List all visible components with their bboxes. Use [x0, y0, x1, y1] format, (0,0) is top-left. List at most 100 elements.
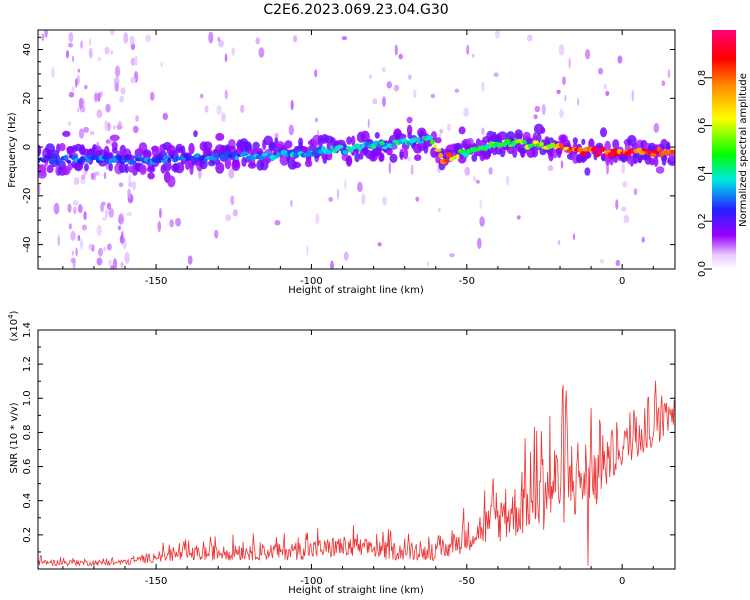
spectrogram-halo [403, 148, 409, 160]
spectrogram-speckle [117, 225, 121, 231]
spectrogram-ridge-cell [558, 143, 564, 148]
spectrogram-ridge-cell [598, 151, 602, 155]
spectrogram-speckle [68, 32, 74, 43]
spectrogram-speckle [623, 214, 630, 224]
spectrogram-speckle [225, 214, 232, 222]
snr-panel: -150 -100 -50 0 0.2 0.4 0.6 0.8 1.0 1.2 1.4 Heigh… [7, 310, 676, 596]
spectrogram-ridge-cell [610, 148, 618, 154]
spectrogram-halo [354, 152, 360, 163]
spectrogram-speckle [495, 30, 500, 39]
spectrogram-speckle [382, 96, 386, 107]
spectrogram-y-label: Frequency (Hz) [7, 112, 18, 188]
spectrogram-ridge-cell [590, 146, 599, 153]
spectrogram-frame [37, 29, 676, 270]
spectrogram-ridge-cell [650, 152, 657, 158]
spectrogram-speckle [572, 233, 576, 241]
spectrogram-ridge-cell [336, 144, 344, 149]
spectrogram-speckle [157, 221, 162, 233]
spectrogram-ridge-cell [641, 148, 649, 152]
spectrogram-speckle [217, 36, 221, 42]
spectrogram-ridge-cell [258, 155, 265, 160]
spectrogram-ridge-cell [539, 141, 544, 147]
spectrogram-ridge-cell [433, 144, 437, 148]
spectrogram-ridge-cell [51, 153, 59, 160]
spectrogram-speckle [479, 216, 485, 227]
spectrogram-speckle [84, 84, 88, 90]
spectrogram-ridge-cell [434, 148, 442, 152]
spectrogram-ridge-cell [504, 138, 511, 145]
spectrogram-speckle [449, 253, 455, 258]
spectrogram-speckle [641, 236, 645, 243]
spectrogram-speckle [381, 66, 386, 73]
spectrogram-halo [304, 159, 313, 168]
spectrogram-halo [188, 142, 195, 155]
spectrogram-halo [46, 164, 54, 174]
spectrogram-speckle [408, 74, 412, 80]
spectrogram-ridge-cell [123, 154, 132, 160]
spectrogram-speckle [96, 224, 103, 237]
spectrogram-speckle [118, 182, 124, 188]
spectrogram-speckle [71, 86, 75, 92]
spectrogram-halo [298, 137, 304, 146]
spectrogram-speckle [88, 243, 93, 251]
spectrogram-halo [224, 157, 232, 170]
figure-title: C2E6.2023.069.23.04.G30 [263, 2, 448, 18]
spectrogram-speckle [481, 127, 485, 135]
spectrogram-speckle [621, 181, 628, 188]
spectrogram-halo [124, 163, 129, 174]
spectrogram-speckle [488, 167, 493, 175]
spectrogram-speckle [112, 258, 118, 269]
spectrogram-halo [215, 162, 225, 174]
spectrogram-speckle [123, 32, 129, 44]
spectrogram-ridge-cell [102, 155, 109, 160]
spectrogram-ridge-cell [342, 150, 349, 155]
spectrogram-speckle [175, 217, 182, 227]
snr-y-tick-label: 0.2 [22, 527, 33, 543]
spectrogram-speckle [314, 117, 319, 123]
spectrogram-speckle [105, 103, 111, 113]
spectrogram-halo [605, 157, 610, 166]
spectrogram-speckle [228, 168, 235, 179]
spectrogram-speckle [240, 104, 245, 113]
spectrogram-speckle [290, 199, 293, 208]
spectrogram-ridge-cell [669, 149, 675, 155]
spectrogram-ridge-cell [183, 153, 190, 159]
spectrogram-y-tick-label: -20 [22, 188, 33, 204]
spectrogram-halo [414, 154, 422, 162]
spectrogram-ridge-cell [382, 145, 388, 150]
snr-y-tick-label: 0.4 [22, 493, 33, 509]
spectrogram-halo [175, 146, 184, 154]
spectrogram-speckle [667, 69, 671, 79]
spectrogram-speckle [129, 35, 135, 45]
spectrogram-speckle [621, 163, 626, 175]
spectrogram-speckle [568, 57, 571, 69]
spectrogram-halo [193, 130, 198, 138]
spectrogram-halo [62, 130, 71, 137]
spectrogram-speckle [232, 209, 238, 217]
spectrogram-speckle [258, 47, 265, 58]
colorbar-tick-label: 0.6 [697, 118, 708, 134]
spectrogram-speckle [406, 156, 411, 162]
spectrogram-ridge-cell [221, 156, 230, 160]
spectrogram-ridge-cell [129, 160, 137, 165]
spectrogram-y-tick-label: 20 [22, 92, 33, 105]
spectrogram-speckle [124, 251, 130, 264]
spectrogram-speckle [661, 80, 666, 87]
spectrogram-speckle [274, 220, 281, 226]
spectrogram-speckle [231, 47, 235, 56]
spectrogram-ridge-cell [417, 140, 425, 144]
spectrogram-speckle [317, 130, 320, 136]
spectrogram-speckle [77, 204, 83, 214]
spectrogram-y-tick-label: 0 [22, 144, 33, 150]
spectrogram-speckle [559, 108, 564, 119]
spectrogram-speckle [221, 112, 226, 123]
spectrogram-halo [514, 129, 523, 140]
spectrogram-halo [215, 132, 225, 141]
spectrogram-speckle [224, 89, 228, 100]
spectrogram-halo [118, 163, 127, 173]
spectrogram-halo [660, 138, 668, 150]
spectrogram-speckle [68, 223, 72, 230]
spectrogram-ridge-cell [132, 155, 140, 159]
spectrogram-x-axis: -150 -100 -50 0 [62, 30, 654, 287]
spectrogram-speckle [94, 92, 98, 103]
